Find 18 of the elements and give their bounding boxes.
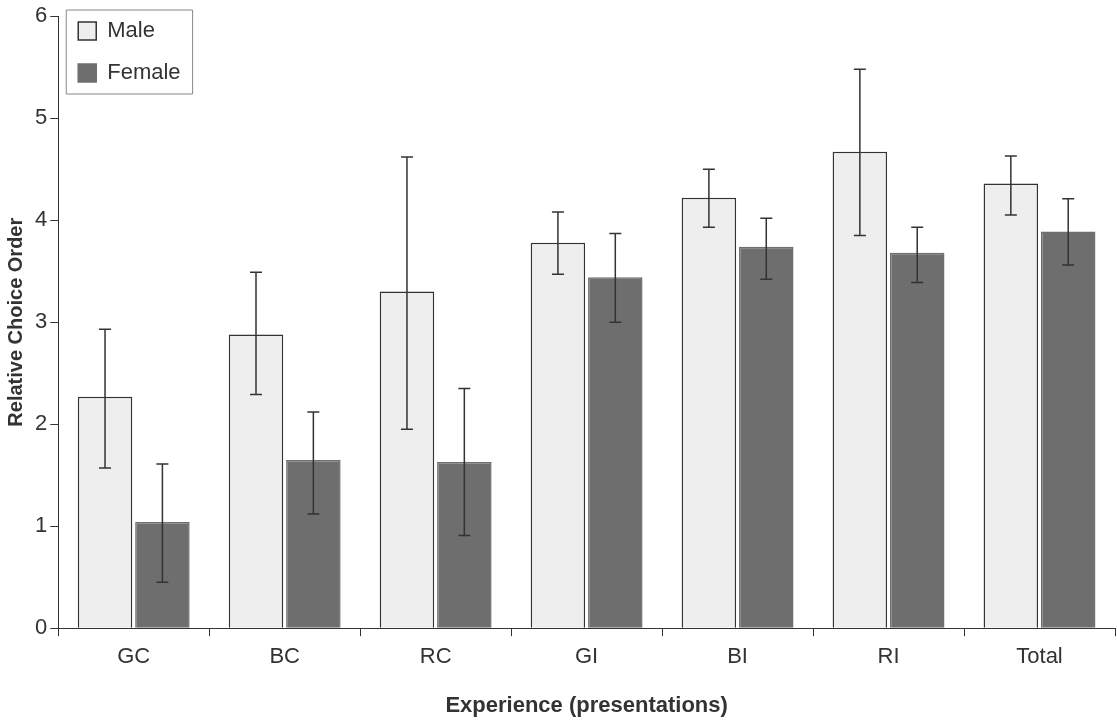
x-axis-title: Experience (presentations): [445, 691, 728, 717]
x-tick-label: GI: [575, 643, 599, 669]
legend-label: Female: [107, 59, 181, 85]
x-tick-label: GC: [117, 643, 151, 669]
x-tick-label: Total: [1016, 643, 1063, 669]
x-tick-label: RC: [419, 643, 452, 669]
x-tick-label: BC: [269, 643, 301, 669]
legend-label: Male: [107, 17, 155, 43]
y-tick-label: 6: [34, 2, 48, 28]
y-tick-label: 5: [34, 104, 48, 130]
y-tick-label: 3: [34, 308, 48, 334]
x-tick-label: BI: [727, 643, 748, 669]
y-tick-label: 0: [34, 614, 48, 640]
y-axis-title: Relative Choice Order: [3, 217, 26, 427]
y-tick-label: 4: [34, 206, 48, 232]
x-tick-label: RI: [877, 643, 900, 669]
y-tick-label: 2: [34, 410, 48, 436]
y-tick-label: 1: [34, 512, 48, 538]
